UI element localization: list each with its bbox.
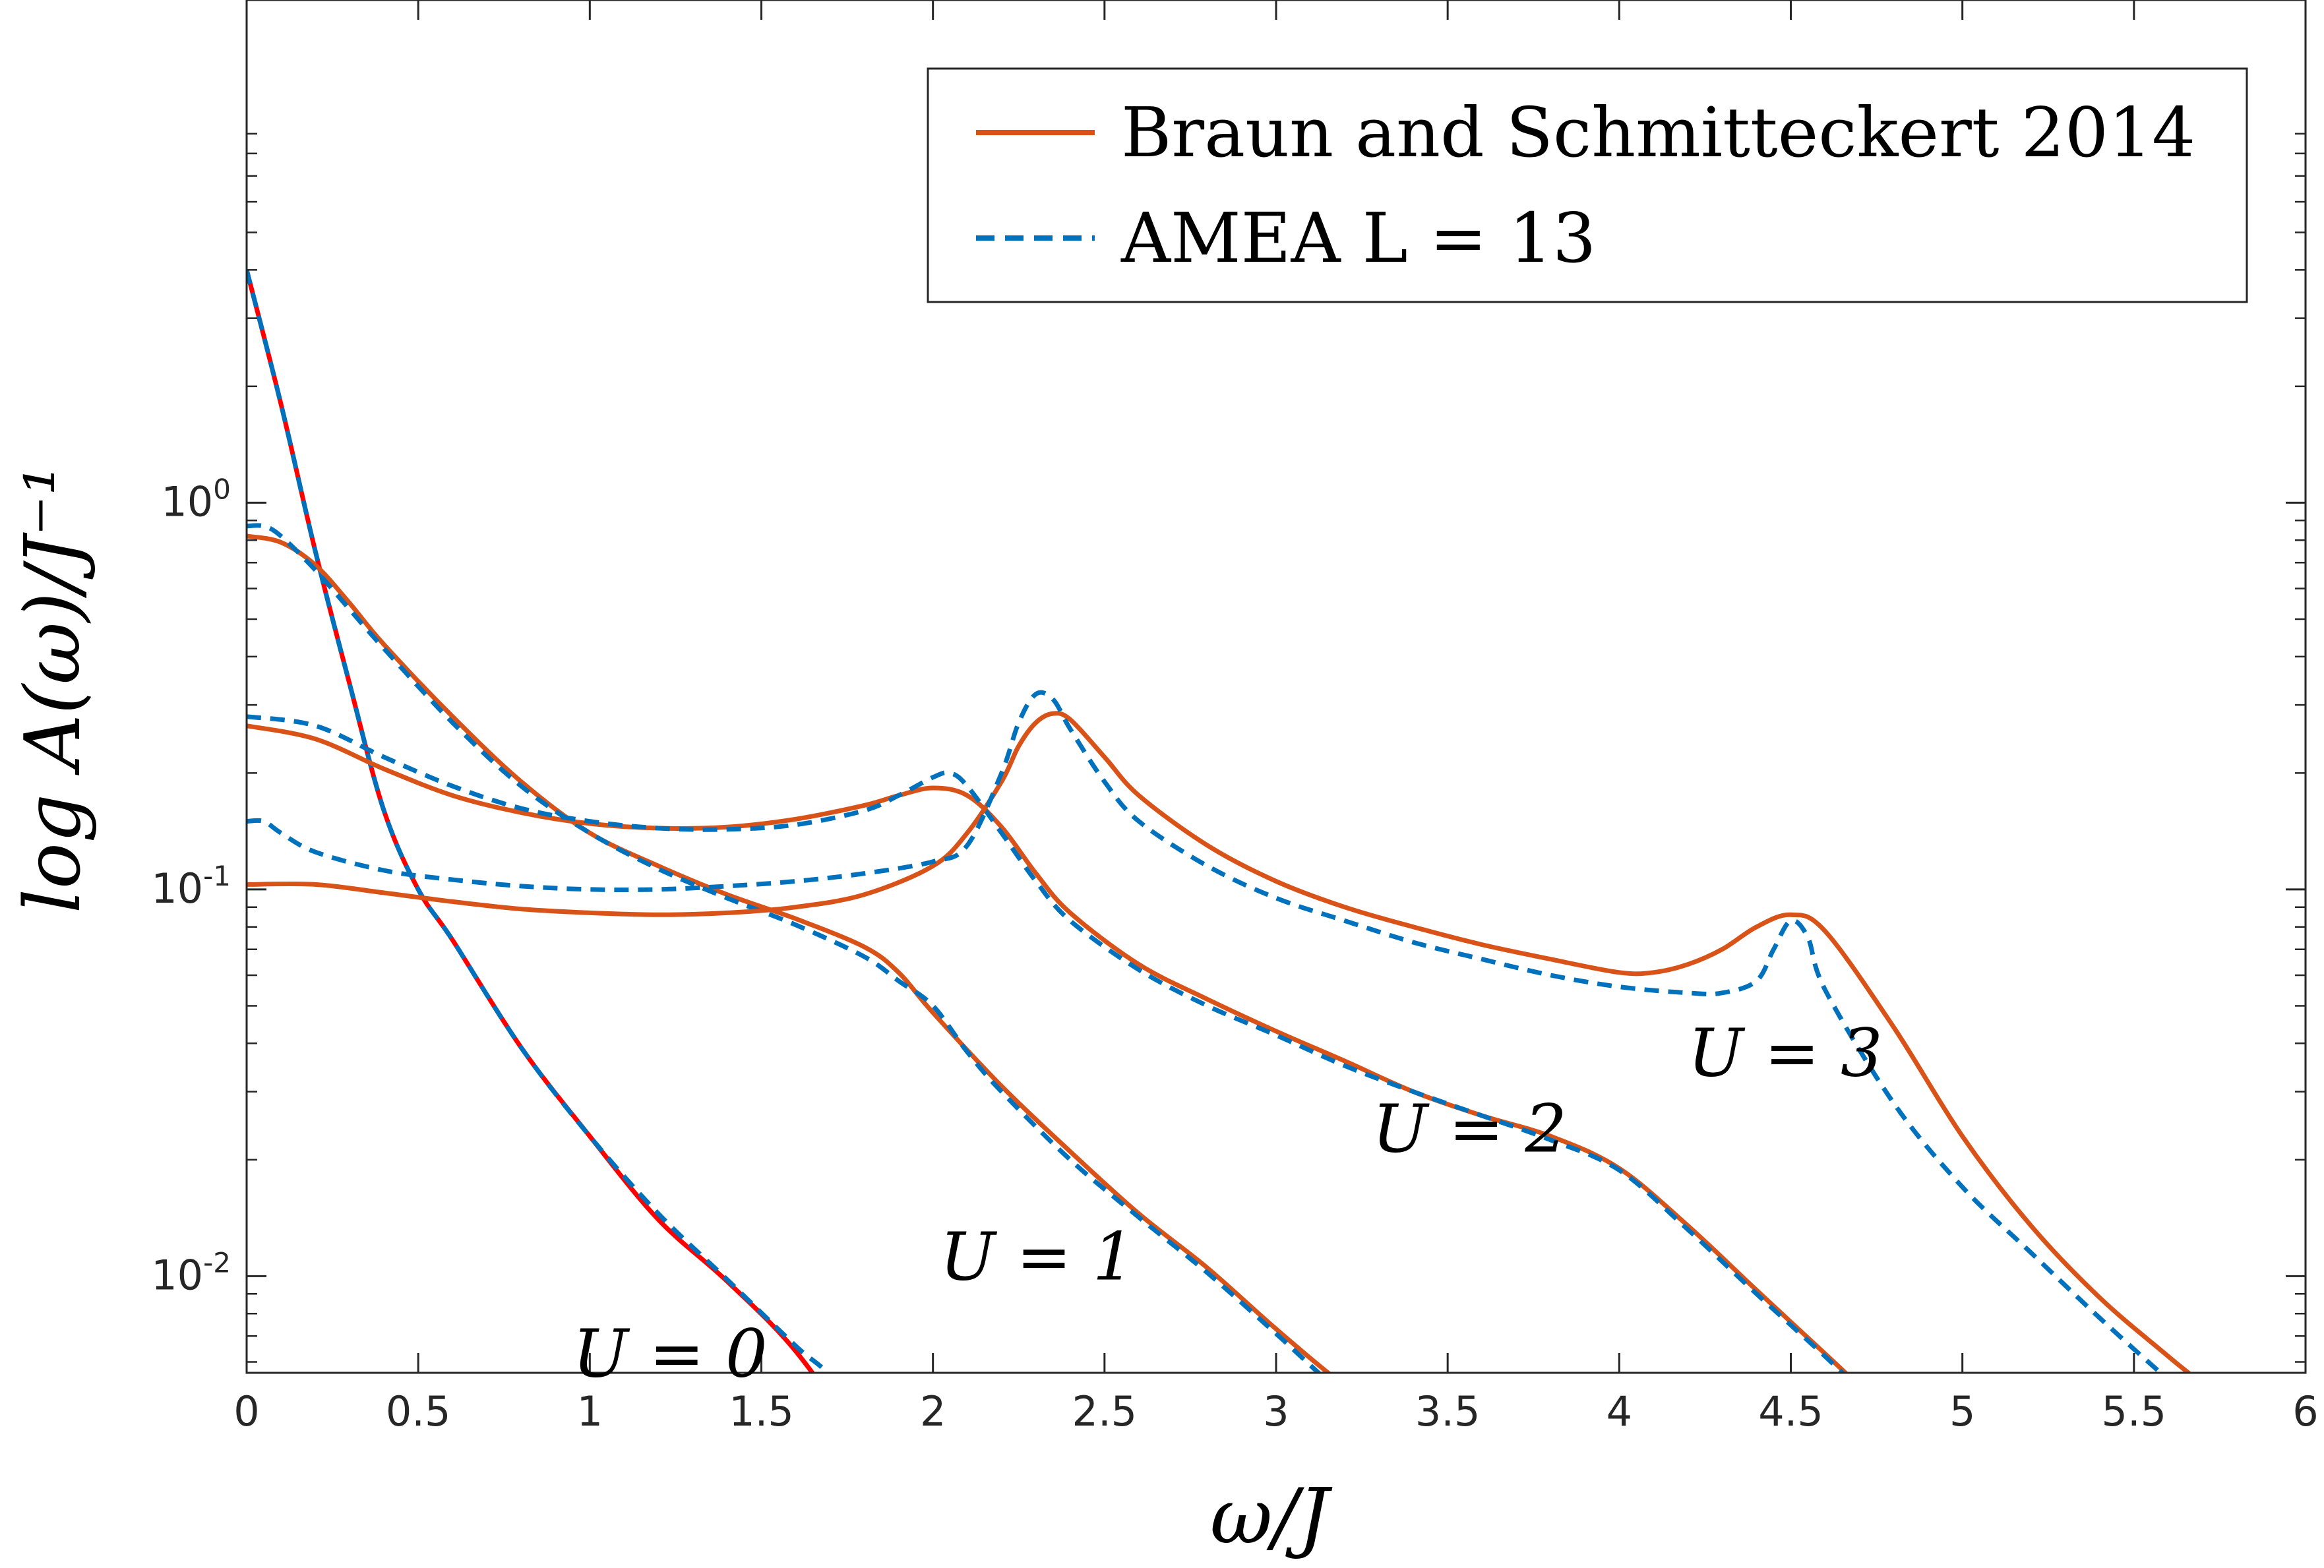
series-line-braun-and-schmitteckert-2014-u-3 xyxy=(247,711,2192,1373)
curve-annotation: U = 3 xyxy=(1688,1014,1882,1091)
curve-annotation: U = 2 xyxy=(1372,1090,1567,1167)
x-tick-label: 0.5 xyxy=(386,1387,451,1435)
x-tick-labels: 0 0.5 1 1.5 2 2.5 3 3.5 4 4.5 5 5.5 6 xyxy=(233,1387,2318,1435)
x-tick-label: 2.5 xyxy=(1072,1387,1138,1435)
y-tick-exponent: 0 xyxy=(213,473,231,505)
y-tick-base: 10 xyxy=(151,864,203,913)
x-tick-label: 3.5 xyxy=(1415,1387,1481,1435)
series-line-amea-l-13-u-2 xyxy=(247,714,1846,1373)
legend-label: Braun and Schmitteckert 2014 xyxy=(1121,92,2195,173)
series-line-braun-and-schmitteckert-2014-u-1 xyxy=(247,533,1332,1373)
x-tick-label: 4 xyxy=(1606,1387,1632,1435)
x-tick-label: 1 xyxy=(577,1387,603,1435)
legend: Braun and Schmitteckert 2014 AMEA L = 13 xyxy=(927,67,2248,303)
y-tick-exponent: -1 xyxy=(203,860,231,892)
x-tick-label: 5 xyxy=(1949,1387,1975,1435)
legend-label: AMEA L = 13 xyxy=(1120,198,1596,278)
legend-box xyxy=(927,67,2248,303)
x-tick-label: 0 xyxy=(233,1387,259,1435)
series-layer xyxy=(247,269,2192,1373)
x-tick-label: 2 xyxy=(920,1387,946,1435)
y-tick-exponent: -2 xyxy=(203,1246,231,1279)
series-line-amea-l-13-u-0 xyxy=(247,269,830,1373)
y-tick-base: 10 xyxy=(151,1251,203,1299)
y-tick-label: 10-2 xyxy=(151,1246,231,1299)
x-tick-label: 4.5 xyxy=(1758,1387,1823,1435)
curve-annotation: U = 0 xyxy=(572,1315,767,1393)
y-tick-label: 100 xyxy=(161,473,231,526)
x-axis-label: ω/J xyxy=(1210,1472,1333,1561)
y-tick-label: 10-1 xyxy=(151,860,231,913)
series-line-amea-l-13-u-1 xyxy=(247,523,1322,1373)
curve-annotation: U = 1 xyxy=(940,1219,1134,1296)
annotations-layer: U = 0 U = 1 U = 2 U = 3 xyxy=(572,1014,1882,1392)
x-tick-label: 1.5 xyxy=(729,1387,794,1435)
x-tick-label: 5.5 xyxy=(2102,1387,2167,1435)
plot-frame xyxy=(245,0,2307,1374)
x-tick-label: 6 xyxy=(2292,1387,2318,1435)
series-line-amea-l-13-u-3 xyxy=(247,690,2164,1373)
y-axis-label: log A(ω)/J⁻¹ xyxy=(9,465,98,913)
y-tick-base: 10 xyxy=(161,477,213,526)
series-line-braun-and-schmitteckert-2014-u-2 xyxy=(247,723,1849,1373)
x-tick-label: 3 xyxy=(1263,1387,1289,1435)
